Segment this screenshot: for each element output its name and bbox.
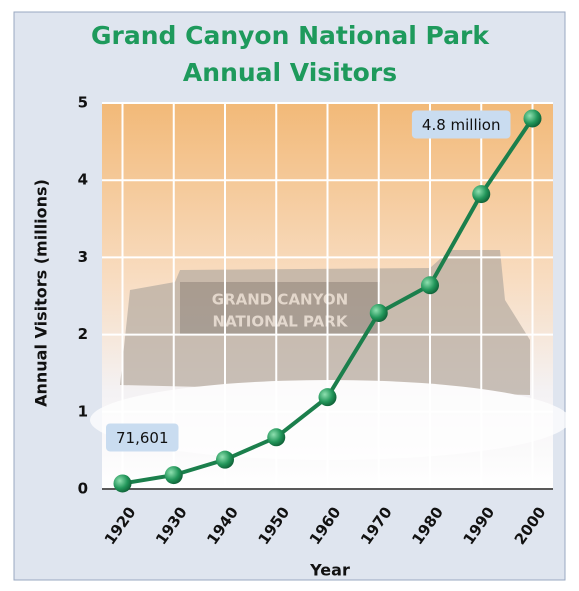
sign-text: NATIONAL PARK (213, 313, 349, 331)
marker (318, 388, 337, 407)
y-tick-label: 2 (78, 325, 88, 343)
sign-image: GRAND CANYON NATIONAL PARK (90, 250, 570, 460)
y-tick-label: 5 (78, 94, 88, 112)
data-label-box (411, 110, 511, 139)
data-label-box (106, 423, 179, 452)
marker (523, 109, 542, 128)
marker (216, 450, 234, 469)
marker (164, 466, 183, 485)
marker (369, 303, 388, 322)
data-label-text: 4.8 million (422, 116, 501, 134)
sign-text: GRAND CANYON (212, 291, 349, 309)
marker (472, 185, 491, 204)
y-tick-label: 0 (78, 480, 88, 498)
x-axis-label: Year (309, 561, 350, 580)
chart-title: Grand Canyon National Park (91, 21, 490, 50)
chart-title: Annual Visitors (183, 58, 397, 87)
marker (113, 474, 132, 493)
marker (267, 428, 286, 447)
y-tick-label: 1 (78, 402, 88, 420)
y-tick-label: 3 (78, 248, 88, 266)
y-tick-label: 4 (78, 171, 88, 189)
y-axis-label: Annual Visitors (millions) (32, 179, 51, 407)
marker (421, 276, 439, 295)
data-label: 4.8 million (411, 110, 511, 139)
data-label-text: 71,601 (116, 429, 169, 447)
data-label: 71,601 (106, 423, 179, 452)
